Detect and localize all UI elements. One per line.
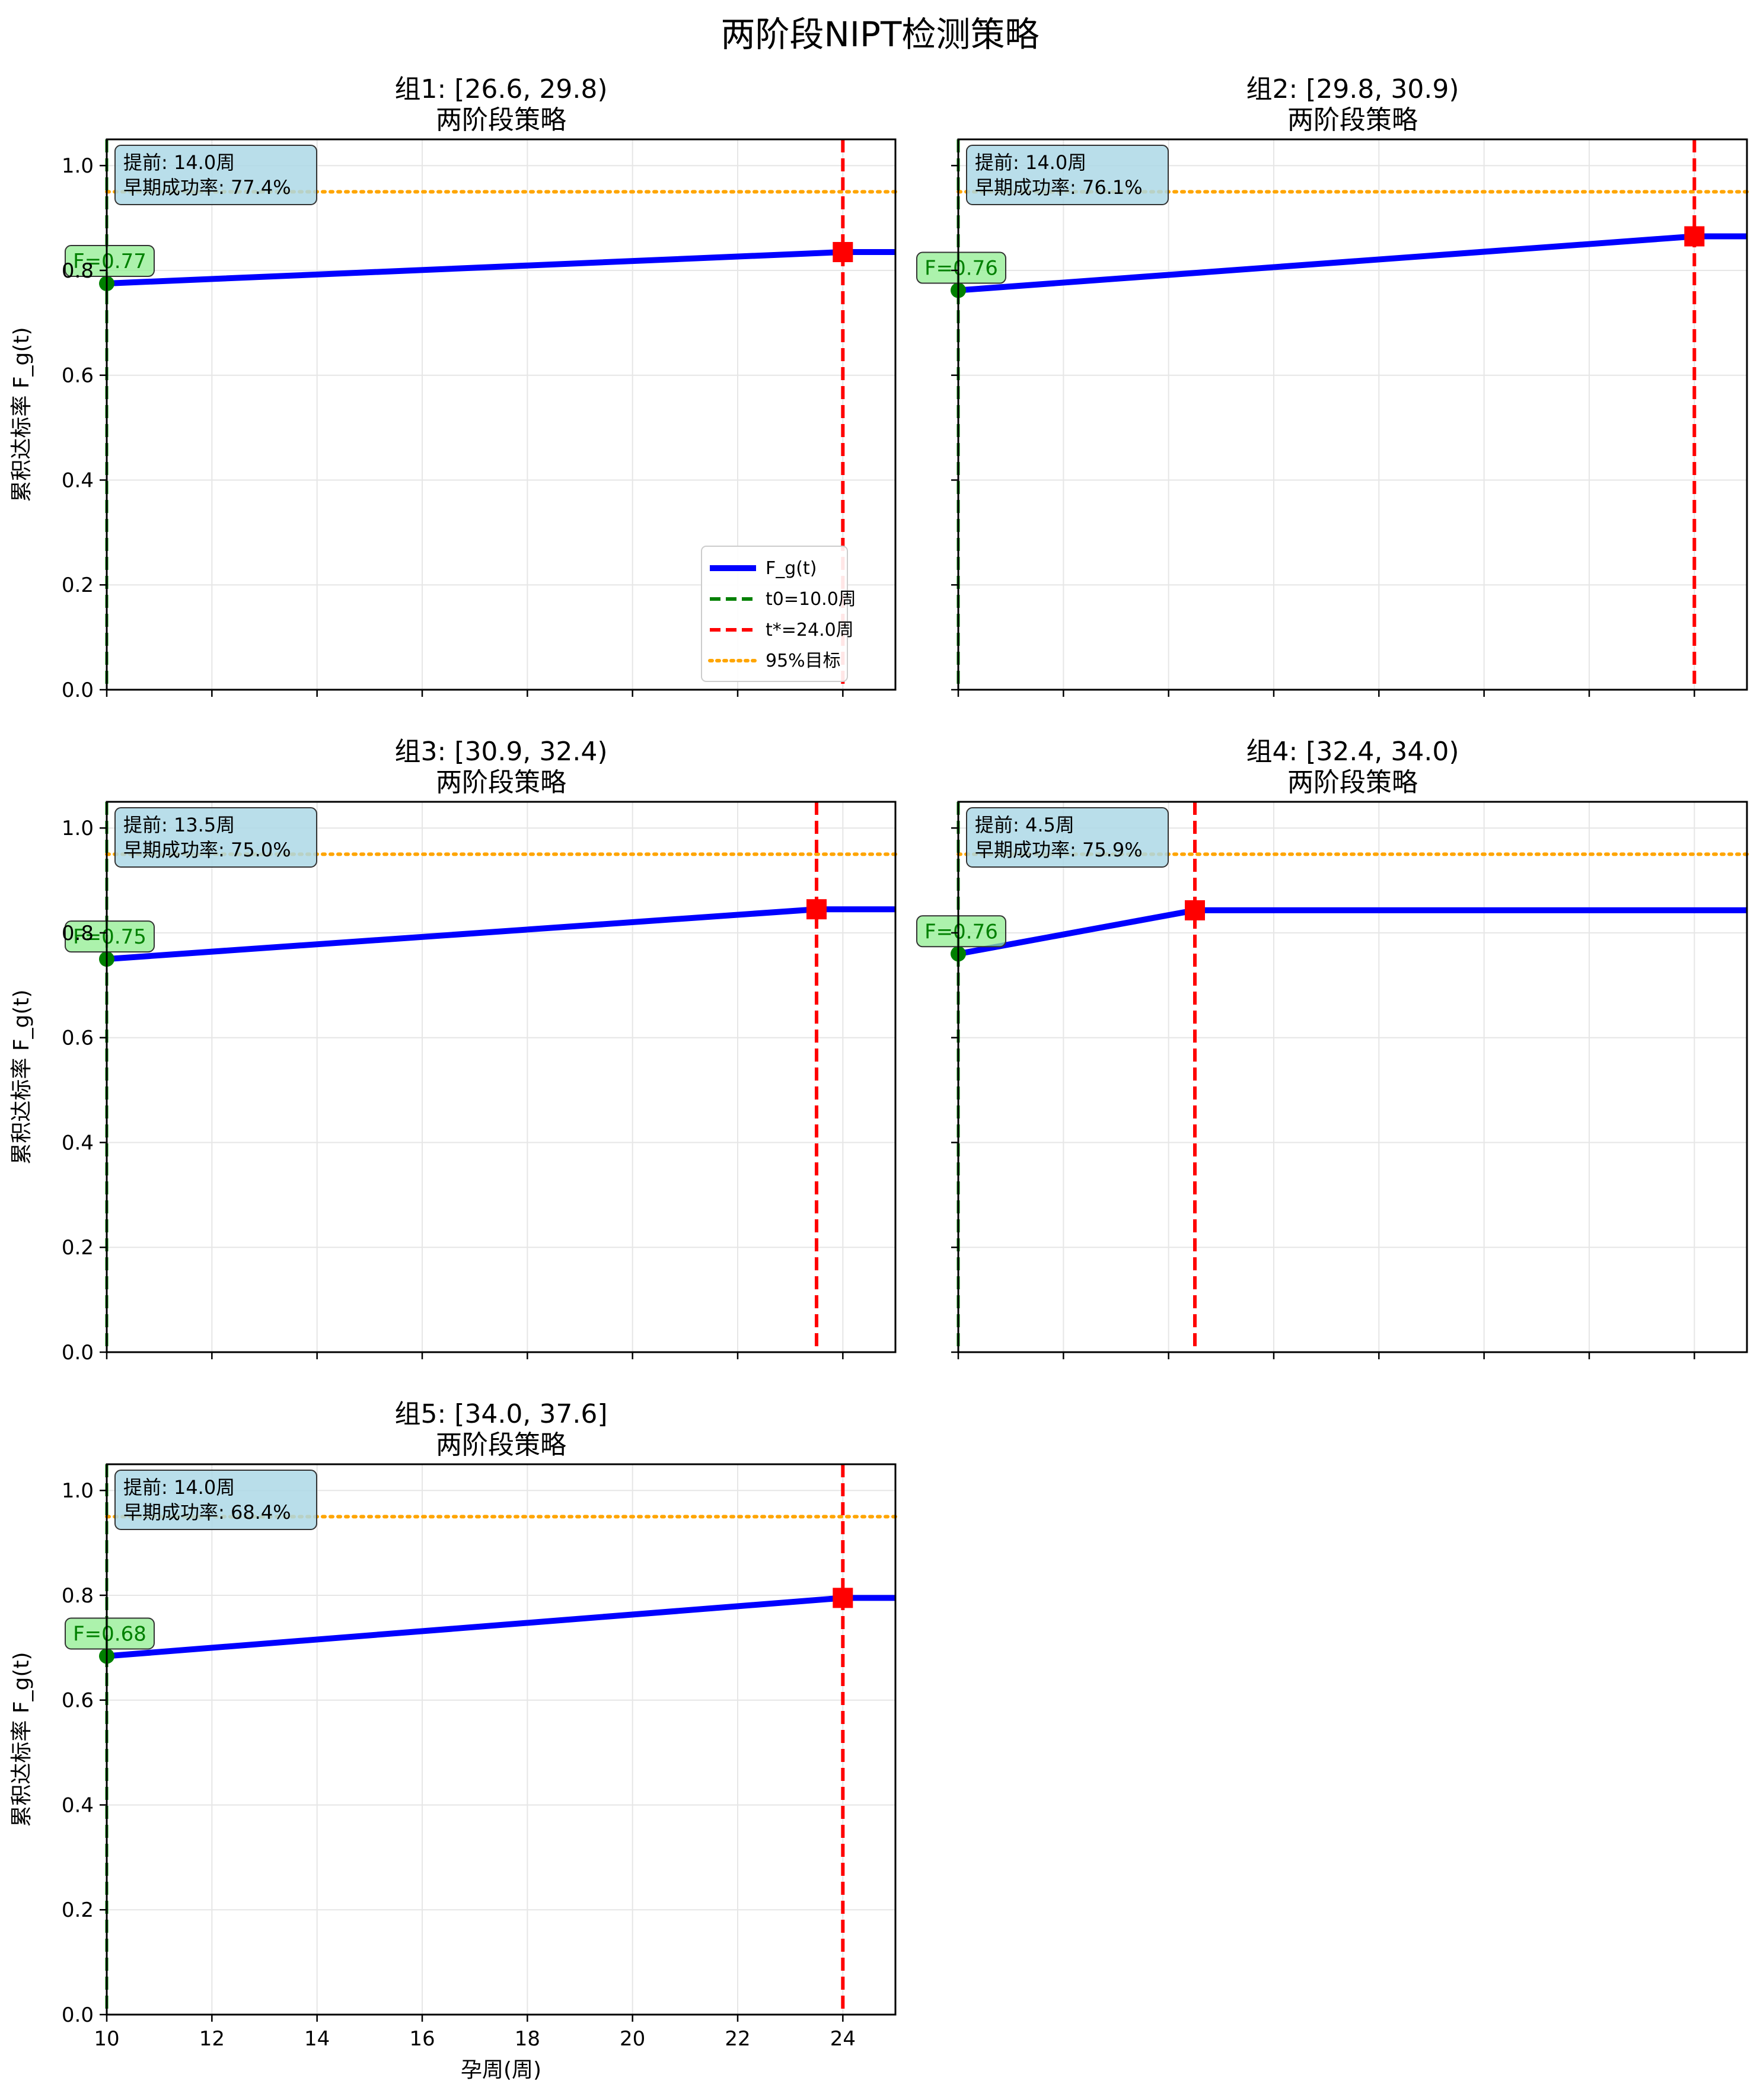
y-tick-label: 0.6 <box>62 1027 94 1050</box>
tstar-marker <box>806 899 827 920</box>
x-tick-label: 10 <box>94 2027 119 2051</box>
subplot-subtitle: 两阶段策略 <box>1287 105 1418 135</box>
annotation-box <box>114 807 317 868</box>
subplot-3: 组3: [30.9, 32.4)两阶段策略 F=0.75 提前: 13.5周早期成功… <box>9 737 897 1365</box>
cdf-curve <box>106 249 895 286</box>
y-tick-label: 0.4 <box>62 1793 94 1817</box>
x-tick-label: 18 <box>515 2027 540 2051</box>
y-tick-label: 1.0 <box>62 817 94 840</box>
y-tick-label: 0.8 <box>62 259 94 283</box>
y-tick-label: 0.2 <box>62 1898 94 1922</box>
f-label: F=0.76 <box>924 257 998 281</box>
y-tick-label: 0.2 <box>62 573 94 597</box>
y-tick-label: 0.0 <box>62 1341 94 1365</box>
y-tick-label: 0.0 <box>62 2003 94 2027</box>
axes-frame <box>106 801 897 1353</box>
axes-frame <box>106 138 897 691</box>
subplot-title: 组1: [26.6, 29.8) <box>394 74 607 104</box>
y-tick-label: 1.0 <box>62 1479 94 1503</box>
axes-frame <box>957 138 1748 691</box>
y-axis-label: 累积达标率 F_g(t) <box>9 1652 34 1827</box>
annotation-line: 提前: 14.0周 <box>123 1476 235 1499</box>
cdf-curve <box>106 906 895 963</box>
subplot-title: 组5: [34.0, 37.6] <box>394 1399 607 1429</box>
f-label-box <box>65 920 155 953</box>
annotation-line: 早期成功率: 75.9% <box>975 839 1143 861</box>
annotation-box <box>966 807 1169 868</box>
y-tick-label: 0.2 <box>62 1236 94 1260</box>
subplot-4: 组4: [32.4, 34.0)两阶段策略 F=0.76 提前: 4.5周早期成功率… <box>916 737 1749 1359</box>
tstar-marker <box>1684 226 1705 247</box>
annotation-line: 提前: 14.0周 <box>975 151 1086 174</box>
y-tick-label: 0.6 <box>62 1689 94 1713</box>
x-tick-label: 14 <box>304 2027 330 2051</box>
subplot-subtitle: 两阶段策略 <box>436 1430 566 1460</box>
legend-label: F_g(t) <box>766 558 817 579</box>
annotation-line: 早期成功率: 75.0% <box>123 839 291 861</box>
annotation-line: 早期成功率: 76.1% <box>975 176 1143 199</box>
y-tick-label: 1.0 <box>62 154 94 178</box>
annotation-line: 提前: 14.0周 <box>123 151 235 174</box>
cdf-curve <box>958 233 1747 294</box>
cdf-curve <box>958 907 1747 957</box>
subplot-5: 组5: [34.0, 37.6]两阶段策略 F=0.68 提前: 14.0周早期成功… <box>9 1399 897 2082</box>
y-tick-label: 0.0 <box>62 678 94 702</box>
f-label-box <box>65 1617 155 1650</box>
y-axis-label: 累积达标率 F_g(t) <box>9 989 34 1164</box>
subplot-subtitle: 两阶段策略 <box>436 767 566 798</box>
f-label-box <box>916 251 1006 284</box>
subplot-title: 组2: [29.8, 30.9) <box>1246 74 1459 104</box>
subplot-title: 组4: [32.4, 34.0) <box>1246 737 1459 767</box>
annotation-line: 提前: 13.5周 <box>123 814 235 836</box>
annotation-box <box>966 145 1169 205</box>
cdf-curve <box>106 1595 895 1659</box>
legend-label: 95%目标 <box>766 651 841 671</box>
legend-label: t0=10.0周 <box>766 589 856 610</box>
x-tick-label: 16 <box>409 2027 435 2051</box>
axes-frame <box>106 1463 897 2016</box>
y-tick-label: 0.8 <box>62 922 94 945</box>
tstar-marker <box>833 242 853 263</box>
y-tick-label: 0.4 <box>62 469 94 492</box>
tstar-marker <box>1185 900 1205 920</box>
x-tick-label: 12 <box>199 2027 225 2051</box>
y-tick-label: 0.4 <box>62 1131 94 1155</box>
axes-frame <box>957 801 1748 1353</box>
annotation-line: 早期成功率: 68.4% <box>123 1501 291 1524</box>
subplot-1: 组1: [26.6, 29.8)两阶段策略 F=0.77 提前: 14.0周早期成功… <box>9 74 897 702</box>
y-axis-label: 累积达标率 F_g(t) <box>9 327 34 502</box>
annotation-line: 提前: 4.5周 <box>975 814 1075 836</box>
x-tick-label: 24 <box>830 2027 856 2051</box>
subplot-subtitle: 两阶段策略 <box>1287 767 1418 798</box>
subplot-subtitle: 两阶段策略 <box>436 105 566 135</box>
f-label-box <box>65 245 155 278</box>
annotation-box <box>114 145 317 205</box>
annotation-box <box>114 1470 317 1530</box>
x-tick-label: 20 <box>620 2027 645 2051</box>
y-tick-label: 0.8 <box>62 1584 94 1608</box>
f-label: F=0.76 <box>924 920 998 944</box>
f-label: F=0.77 <box>73 250 146 273</box>
figure-title: 两阶段NIPT检测策略 <box>721 14 1040 55</box>
f-label-box <box>916 915 1006 948</box>
x-axis-label: 孕周(周) <box>461 2058 541 2082</box>
subplot-title: 组3: [30.9, 32.4) <box>394 737 607 767</box>
x-tick-label: 22 <box>725 2027 750 2051</box>
legend-box <box>701 546 848 682</box>
annotation-line: 早期成功率: 77.4% <box>123 176 291 199</box>
y-tick-label: 0.6 <box>62 364 94 388</box>
subplot-2: 组2: [29.8, 30.9)两阶段策略 F=0.76 提前: 14.0周早期成功… <box>916 74 1749 697</box>
tstar-marker <box>833 1588 853 1608</box>
legend-label: t*=24.0周 <box>766 620 854 640</box>
f-label: F=0.75 <box>73 925 146 949</box>
f-label: F=0.68 <box>73 1622 146 1646</box>
